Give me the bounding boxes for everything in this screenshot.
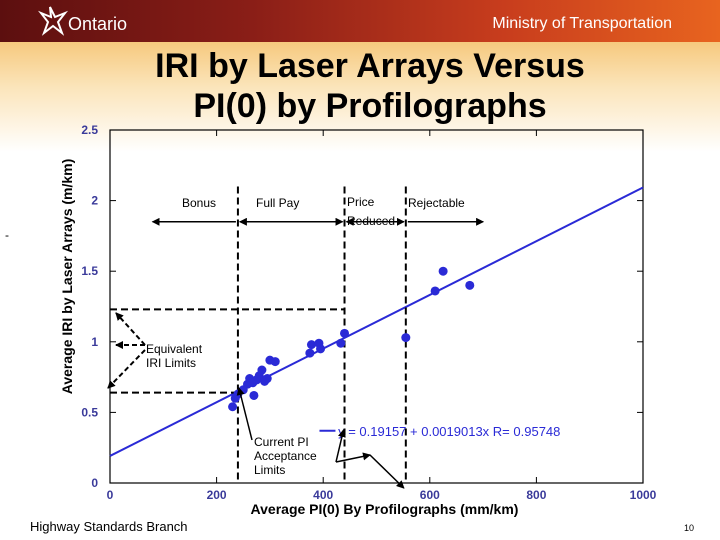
ministry-name: Ministry of Transportation	[492, 15, 672, 32]
ontario-trillium-logo	[38, 6, 69, 36]
data-point	[228, 402, 238, 412]
equivalent-label-line1: Equivalent	[146, 342, 203, 356]
data-point	[438, 266, 448, 276]
acceptance-label-line2: Acceptance	[254, 449, 317, 463]
zone-label-full-pay: Full Pay	[256, 196, 299, 210]
data-point	[336, 338, 346, 348]
stray-mark: -	[5, 228, 9, 242]
x-tick-label: 200	[207, 488, 227, 502]
equivalent-label-line2: IRI Limits	[146, 356, 196, 370]
acceptance-label-line3: Limits	[254, 463, 285, 477]
plot-area: 0 200 400 600 800 1000 0 0.5 1 1.5 2 2.5 Average PI(…	[59, 123, 657, 517]
data-point	[257, 365, 267, 375]
x-tick-label: 600	[420, 488, 440, 502]
zone-label-rejectable: Rejectable	[408, 196, 465, 210]
logo-text: Ontario	[68, 14, 128, 34]
y-tick-label: 0.5	[81, 405, 98, 419]
footer-branch: Highway Standards Branch	[30, 519, 188, 534]
x-tick-label: 800	[526, 488, 546, 502]
plot-frame	[109, 129, 644, 484]
data-point	[305, 348, 315, 358]
y-tick-label: 2.5	[81, 123, 98, 137]
y-tick-label: 2	[91, 194, 98, 208]
y-tick-label: 0	[91, 476, 98, 490]
page-title: IRI by Laser Arrays Versus PI(0) by Prof…	[70, 46, 670, 126]
data-point	[314, 338, 324, 348]
data-point	[465, 280, 475, 290]
x-axis-label: Average PI(0) By Profilographs (mm/km)	[251, 501, 519, 517]
page-title-line2: PI(0) by Profilographs	[193, 87, 547, 125]
y-tick-label: 1.5	[81, 264, 98, 278]
x-tick-label: 1000	[630, 488, 657, 502]
y-tick-label: 1	[91, 335, 98, 349]
header-fade	[0, 42, 720, 152]
header-bar: Ontario Ministry of Transportation	[0, 0, 720, 42]
x-tick-label: 0	[107, 488, 114, 502]
acceptance-arrow-3	[369, 454, 405, 489]
acceptance-arrow-2	[335, 429, 346, 463]
acceptance-arrow-3a	[335, 452, 371, 463]
data-point	[249, 390, 259, 400]
data-point	[340, 328, 350, 338]
data-point	[270, 357, 280, 367]
x-tick-label: 400	[313, 488, 333, 502]
fit-equation: y = 0.19157 + 0.0019013x R= 0.95748	[338, 424, 560, 439]
fit-line	[109, 186, 644, 457]
equivalent-arrow-upper	[115, 312, 146, 346]
zone-label-bonus: Bonus	[182, 196, 216, 210]
zone-label-price: Price	[347, 195, 375, 209]
equivalent-arrow-lower	[107, 349, 146, 389]
page-title-line1: IRI by Laser Arrays Versus	[155, 47, 585, 85]
data-point	[306, 340, 316, 350]
acceptance-arrow-1	[236, 387, 253, 441]
acceptance-label-line1: Current PI	[254, 435, 309, 449]
data-point	[401, 333, 411, 343]
page-number: 10	[684, 523, 695, 533]
y-axis-label: Average IRI by Laser Arrays (m/km)	[59, 159, 75, 395]
data-point	[430, 286, 440, 296]
data-point	[262, 374, 272, 384]
zone-label-reduced: Reduced	[347, 214, 395, 228]
